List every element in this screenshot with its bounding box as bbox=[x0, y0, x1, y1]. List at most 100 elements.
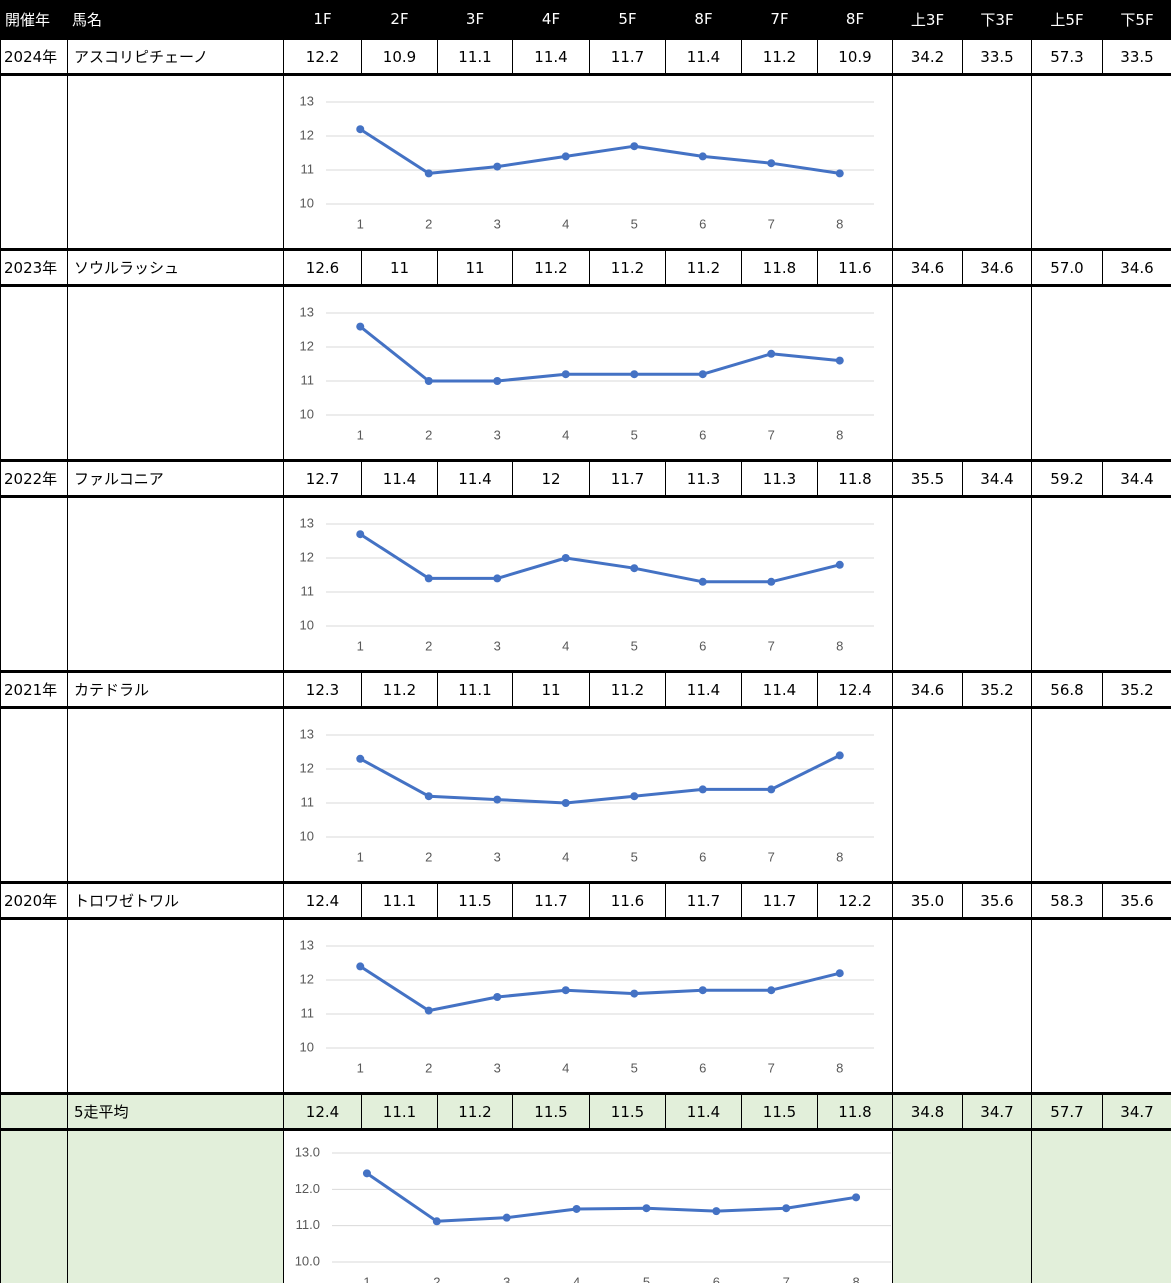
x-tick-label: 2 bbox=[425, 849, 432, 864]
chart-cell: 10 11 12 13 1 2 3 4 5 6 7 8 bbox=[283, 496, 893, 672]
header-row: 開催年 馬名 1F 2F 3F 4F 5F 8F 7F 8F 上3F 下3F 上5F 下5F bbox=[0, 0, 1171, 39]
sum-cell: 34.2 bbox=[892, 37, 963, 76]
x-tick-label: 5 bbox=[631, 427, 638, 442]
year-cell: 2023年 bbox=[0, 248, 68, 287]
sum-cell: 57.0 bbox=[1031, 248, 1103, 287]
split-cell: 11.1 bbox=[437, 670, 513, 709]
y-tick-label: 11 bbox=[301, 161, 315, 176]
sum-cell: 35.2 bbox=[962, 670, 1032, 709]
empty-cell bbox=[67, 496, 284, 672]
x-tick-label: 5 bbox=[631, 216, 638, 231]
data-point bbox=[767, 986, 776, 995]
chart-row: 10 11 12 13 1 2 3 4 5 6 7 8 bbox=[0, 918, 1171, 1094]
split-cell: 11.7 bbox=[589, 459, 666, 498]
data-point bbox=[572, 1204, 581, 1213]
split-cell: 11.7 bbox=[512, 881, 590, 920]
header-cell: 上3F bbox=[892, 0, 963, 39]
data-point bbox=[630, 564, 639, 573]
empty-cell bbox=[0, 74, 68, 250]
name-cell: アスコリピチェーノ bbox=[67, 37, 284, 76]
data-point bbox=[630, 792, 639, 801]
sum-cell: 35.6 bbox=[962, 881, 1032, 920]
x-tick-label: 8 bbox=[836, 638, 843, 653]
sum-cell: 59.2 bbox=[1031, 459, 1103, 498]
data-point bbox=[782, 1204, 791, 1213]
data-point bbox=[630, 142, 639, 151]
y-tick-label: 11 bbox=[301, 372, 315, 387]
chart-cell: 10 11 12 13 1 2 3 4 5 6 7 8 bbox=[283, 707, 893, 883]
sum-cell: 34.6 bbox=[892, 248, 963, 287]
header-cell: 4F bbox=[512, 0, 590, 39]
header-cell: 開催年 bbox=[0, 0, 68, 39]
y-tick-label: 12 bbox=[300, 760, 314, 775]
data-point bbox=[432, 1217, 441, 1226]
data-point bbox=[712, 1207, 721, 1216]
sum-cell: 58.3 bbox=[1031, 881, 1103, 920]
year-cell: 2020年 bbox=[0, 881, 68, 920]
y-tick-label: 12 bbox=[300, 338, 314, 353]
x-tick-label: 8 bbox=[836, 427, 843, 442]
chart-row: 10 11 12 13 1 2 3 4 5 6 7 8 bbox=[0, 285, 1171, 461]
data-point bbox=[642, 1204, 651, 1213]
y-tick-label: 13 bbox=[300, 304, 314, 319]
data-point bbox=[493, 377, 502, 385]
data-point bbox=[698, 370, 707, 379]
header-cell: 8F bbox=[817, 0, 893, 39]
split-cell: 11 bbox=[361, 248, 438, 287]
split-cell: 12.4 bbox=[283, 1092, 362, 1131]
sum-cell: 34.4 bbox=[1102, 459, 1171, 498]
split-cell: 11.4 bbox=[741, 670, 818, 709]
chart-row: 10 11 12 13 1 2 3 4 5 6 7 8 bbox=[0, 74, 1171, 250]
chart-cell: 10 11 12 13 1 2 3 4 5 6 7 8 bbox=[283, 918, 893, 1094]
split-cell: 12.7 bbox=[283, 459, 362, 498]
split-cell: 12.3 bbox=[283, 670, 362, 709]
empty-cell bbox=[0, 285, 68, 461]
x-tick-label: 4 bbox=[562, 427, 569, 442]
data-point bbox=[767, 785, 776, 794]
split-cell: 11.1 bbox=[361, 881, 438, 920]
data-point bbox=[424, 169, 433, 178]
data-point bbox=[424, 1006, 433, 1015]
x-tick-label: 3 bbox=[494, 1060, 501, 1075]
y-tick-label: 10 bbox=[300, 195, 314, 210]
data-point bbox=[356, 962, 365, 971]
x-tick-label: 2 bbox=[425, 1060, 432, 1075]
sum-cell: 34.7 bbox=[962, 1092, 1032, 1131]
x-tick-label: 1 bbox=[357, 849, 364, 864]
line-chart: 10.0 11.0 12.0 13.0 1 2 3 4 5 6 7 8 bbox=[295, 1144, 891, 1283]
x-tick-label: 1 bbox=[357, 1060, 364, 1075]
data-point bbox=[502, 1213, 511, 1222]
header-cell: 5F bbox=[589, 0, 666, 39]
empty-cell bbox=[892, 496, 1032, 672]
split-cell: 11.7 bbox=[741, 881, 818, 920]
chart-row: 10 11 12 13 1 2 3 4 5 6 7 8 bbox=[0, 707, 1171, 883]
year-cell: 2021年 bbox=[0, 670, 68, 709]
chart-cell: 10 11 12 13 1 2 3 4 5 6 7 8 bbox=[283, 74, 893, 250]
series-line bbox=[366, 1172, 857, 1223]
sum-cell: 33.5 bbox=[962, 37, 1032, 76]
empty-cell bbox=[67, 74, 284, 250]
data-point bbox=[630, 370, 639, 379]
sum-cell: 33.5 bbox=[1102, 37, 1171, 76]
x-tick-label: 6 bbox=[699, 216, 706, 231]
x-tick-label: 1 bbox=[357, 427, 364, 442]
data-point bbox=[493, 795, 502, 804]
header-cell: 3F bbox=[437, 0, 513, 39]
split-cell: 11.6 bbox=[817, 248, 893, 287]
empty-cell bbox=[67, 285, 284, 461]
split-cell: 11 bbox=[437, 248, 513, 287]
empty-cell bbox=[0, 918, 68, 1094]
header-cell: 8F bbox=[665, 0, 742, 39]
empty-cell bbox=[0, 707, 68, 883]
empty-cell bbox=[892, 918, 1032, 1094]
series-line bbox=[359, 754, 841, 805]
split-cell: 11.8 bbox=[741, 248, 818, 287]
x-tick-label: 4 bbox=[573, 1274, 580, 1283]
y-tick-label: 13.0 bbox=[295, 1144, 320, 1159]
data-point bbox=[356, 125, 365, 134]
split-cell: 11.2 bbox=[741, 37, 818, 76]
